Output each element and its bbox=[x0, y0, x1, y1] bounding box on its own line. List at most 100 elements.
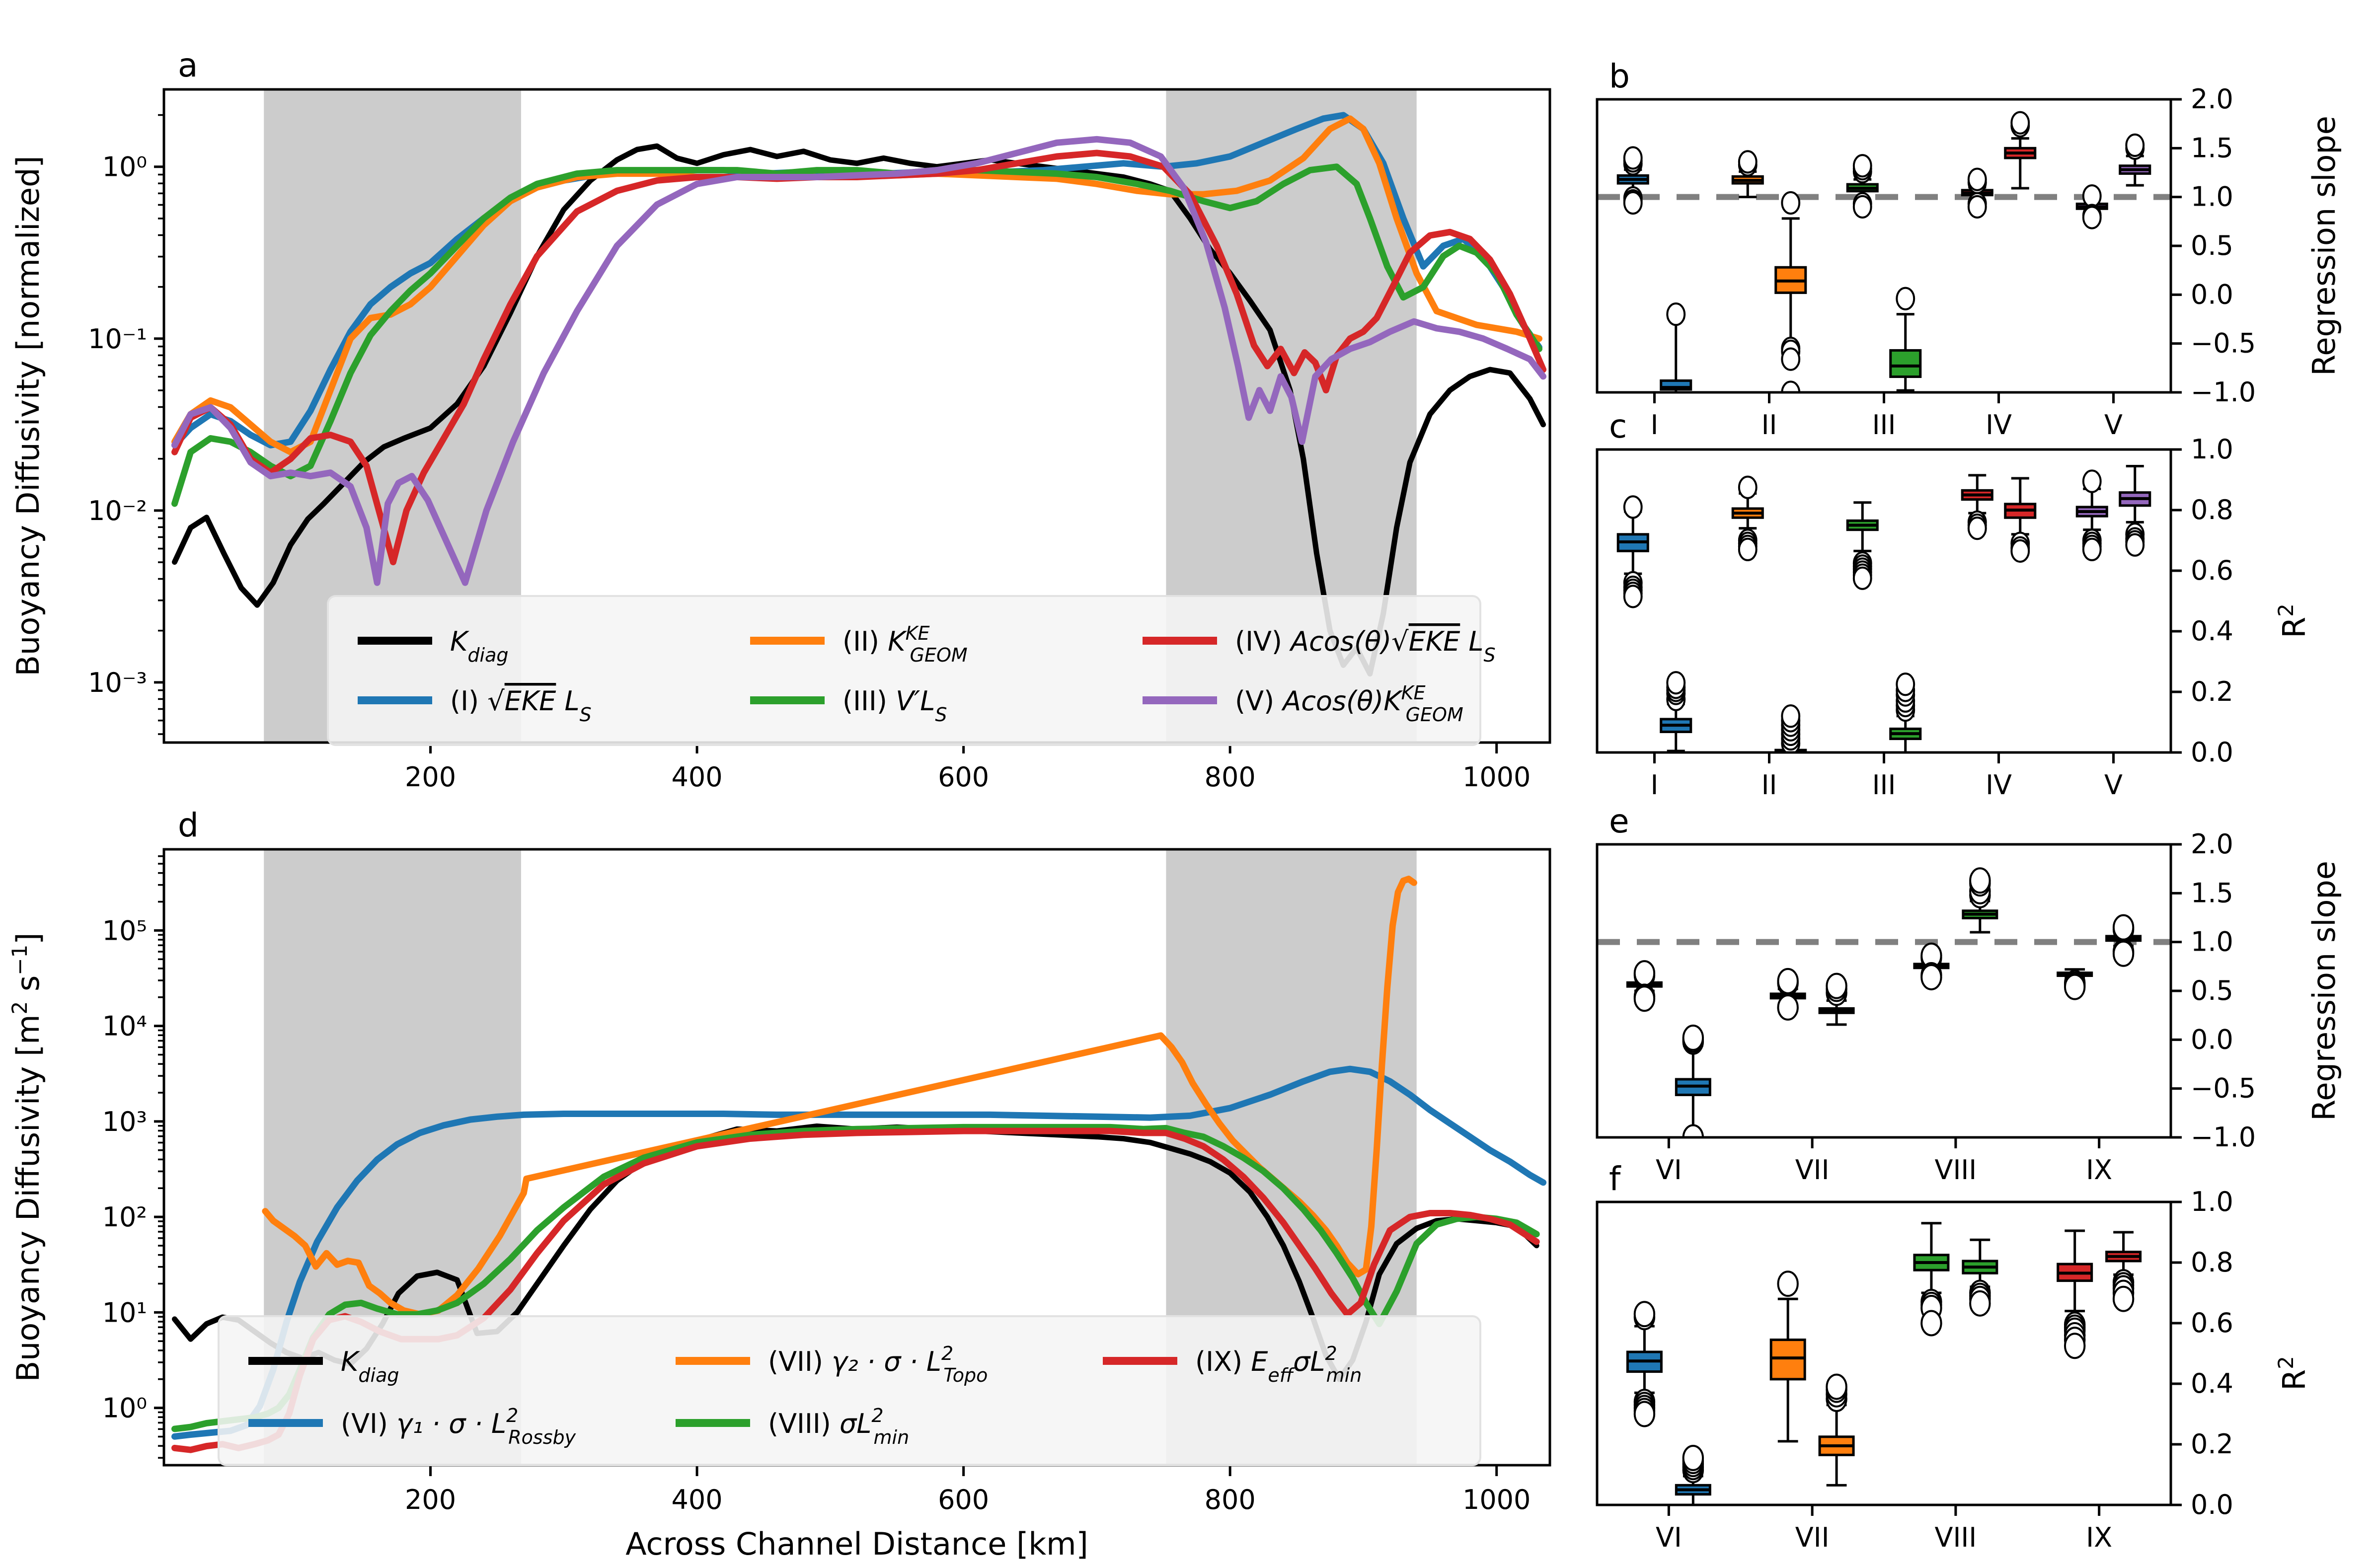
legend-entry-a-1[interactable]: (I) √EKE LS bbox=[358, 685, 592, 726]
outlier-point bbox=[1852, 566, 1872, 590]
axes-frame-b bbox=[1596, 98, 2172, 394]
x-ticklabel-b-3: IV bbox=[1986, 409, 2012, 441]
outlier-point bbox=[1633, 1301, 1656, 1328]
y-axis-title-f: R2 bbox=[2274, 1356, 2313, 1391]
legend-background-a bbox=[327, 595, 1481, 746]
outlier-point bbox=[1967, 195, 1987, 219]
y-ticklabel-b-6: −1.0 bbox=[2191, 376, 2256, 408]
legend-entry-d-3[interactable]: (VIII) σL2 min bbox=[676, 1405, 909, 1448]
x-ticklabel-e-2: VIII bbox=[1935, 1154, 1977, 1186]
outlier-point bbox=[1781, 191, 1801, 215]
y-ticklabel-d-4: 10⁴ bbox=[102, 1011, 147, 1042]
outlier-point bbox=[2082, 206, 2102, 229]
series-line-d-1 bbox=[171, 1065, 1547, 1440]
legend-d: Kdiag (VI) γ₁ · σ · L2 Rossby (VII) γ₂ · σ … bbox=[218, 1315, 1481, 1466]
x-ticklabel-f-1: VII bbox=[1795, 1522, 1830, 1553]
panel-f: f 1.0 0.8 0.6 0.4 0.2 0.0 VI VII VIII IX bbox=[1596, 1160, 2233, 1553]
boxplot-c-III-left bbox=[1846, 501, 1879, 590]
legend-entry-a-5[interactable]: (V) Acos(θ)KKE GEOM bbox=[1143, 682, 1463, 726]
y-ticklabel-a-0: 10⁻³ bbox=[88, 667, 147, 698]
y-ticks-b: 2.0 1.5 1.0 0.5 0.0 −0.5 −1.0 bbox=[2171, 83, 2256, 408]
outlier-point bbox=[1967, 516, 1987, 540]
outlier-point bbox=[1623, 495, 1643, 519]
panel-label-f: f bbox=[1609, 1160, 1621, 1198]
series-line-a-5 bbox=[171, 136, 1547, 586]
legend-label-a-2: (II) KKE GEOM bbox=[842, 622, 968, 666]
x-ticklabel-a-1: 400 bbox=[672, 761, 723, 793]
y-ticklabel-e-3: 0.5 bbox=[2191, 975, 2233, 1006]
y-ticklabel-e-6: −1.0 bbox=[2191, 1121, 2256, 1153]
y-ticklabel-d-5: 10⁵ bbox=[102, 915, 147, 946]
series-line-d-2 bbox=[262, 876, 1417, 1318]
y-ticklabel-d-0: 10⁰ bbox=[102, 1393, 147, 1424]
x-ticks-a: 200 400 600 800 1000 bbox=[405, 743, 1531, 793]
outlier-point bbox=[1738, 537, 1758, 561]
box bbox=[1889, 349, 1922, 378]
outlier-point bbox=[1967, 167, 1987, 191]
y-ticklabel-e-2: 1.0 bbox=[2191, 926, 2233, 958]
y-ticklabel-c-1: 0.8 bbox=[2191, 494, 2233, 525]
outlier-point bbox=[1777, 994, 1799, 1021]
x-ticklabel-c-3: IV bbox=[1986, 769, 2012, 801]
outlier-point bbox=[1920, 1310, 1942, 1337]
y-axis-title-c: R2 bbox=[2274, 603, 2313, 638]
y-ticklabel-f-4: 0.2 bbox=[2191, 1428, 2233, 1460]
x-ticklabel-a-0: 200 bbox=[405, 761, 456, 793]
boxplot-b-II-right bbox=[1774, 191, 1807, 392]
y-ticks-c: 1.0 0.8 0.6 0.4 0.2 0.0 bbox=[2171, 434, 2233, 768]
x-ticklabel-e-1: VII bbox=[1795, 1154, 1830, 1186]
x-ticklabel-e-0: VI bbox=[1656, 1154, 1682, 1186]
boxplot-e-VII-left bbox=[1769, 968, 1806, 1021]
x-ticklabel-d-3: 800 bbox=[1205, 1484, 1256, 1515]
x-ticklabel-e-3: IX bbox=[2086, 1154, 2112, 1186]
boxes-group-e bbox=[1626, 867, 2142, 1137]
legend-entry-a-3[interactable]: (III) V′LS bbox=[750, 685, 947, 726]
y-ticklabel-b-2: 1.0 bbox=[2191, 181, 2233, 213]
legend-entry-d-4[interactable]: (IX) EeffσL2 min bbox=[1103, 1343, 1362, 1386]
boxplot-c-I-left bbox=[1616, 495, 1649, 608]
legend-label-a-4: (IV) Acos(θ)√EKE LS bbox=[1235, 626, 1496, 666]
legend-label-a-5: (V) Acos(θ)KKE GEOM bbox=[1235, 682, 1463, 726]
y-ticklabel-f-5: 0.0 bbox=[2191, 1489, 2233, 1520]
y-axis-title-a: Buoyancy Diffusivity [normalized] bbox=[10, 155, 46, 676]
legend-label-d-4: (IX) EeffσL2 min bbox=[1195, 1343, 1362, 1386]
boxes-group-f bbox=[1626, 1222, 2142, 1505]
x-ticklabel-a-3: 800 bbox=[1205, 761, 1256, 793]
x-ticklabel-b-0: I bbox=[1651, 409, 1659, 441]
outlier-point bbox=[1969, 1290, 1991, 1317]
outlier-point bbox=[1738, 475, 1758, 499]
series-line-a-4 bbox=[171, 149, 1547, 566]
boxplot-f-IX-right bbox=[2105, 1231, 2142, 1312]
boxplot-f-VI-left bbox=[1626, 1301, 1663, 1427]
legend-entry-d-1[interactable]: (VI) γ₁ · σ · L2 Rossby bbox=[248, 1405, 576, 1448]
y-ticklabel-a-1: 10⁻² bbox=[88, 495, 147, 526]
boxplot-b-IV-left bbox=[1961, 167, 1993, 219]
x-ticklabel-f-0: VI bbox=[1656, 1522, 1682, 1553]
legend-entry-d-2[interactable]: (VII) γ₂ · σ · L2 Topo bbox=[676, 1343, 988, 1386]
y-ticks-a: 10⁻³ 10⁻² 10⁻¹ 10⁰ bbox=[88, 114, 164, 735]
boxplot-e-VIII-left bbox=[1913, 942, 1950, 990]
x-ticklabel-a-2: 600 bbox=[938, 761, 989, 793]
outlier-point bbox=[2082, 184, 2102, 208]
y-axis-title-d: Buoyancy Diffusivity [m2 s−1] bbox=[7, 933, 47, 1382]
box bbox=[1769, 1339, 1806, 1381]
x-ticklabel-a-4: 1000 bbox=[1462, 761, 1531, 793]
legend-entry-a-4[interactable]: (IV) Acos(θ)√EKE LS bbox=[1143, 626, 1496, 666]
panel-b: b2.01.51.00.50.0−0.5−1.0I II III IV V bbox=[1596, 57, 2256, 441]
legend-entry-d-0[interactable]: Kdiag bbox=[248, 1346, 399, 1386]
outlier-point bbox=[2082, 469, 2102, 493]
x-ticklabel-d-1: 400 bbox=[672, 1484, 723, 1515]
outlier-point bbox=[1777, 1270, 1799, 1297]
boxplot-c-III-right bbox=[1889, 672, 1922, 752]
y-ticklabel-b-5: −0.5 bbox=[2191, 328, 2256, 359]
legend-label-d-0: Kdiag bbox=[341, 1346, 399, 1386]
outlier-point bbox=[1682, 1024, 1704, 1051]
legend-entry-a-0[interactable]: Kdiag bbox=[358, 626, 509, 666]
legend-entry-a-2[interactable]: (II) KKE GEOM bbox=[750, 622, 968, 666]
boxplot-e-VI-right bbox=[1675, 1024, 1711, 1137]
x-ticklabel-d-2: 600 bbox=[938, 1484, 989, 1515]
outlier-point bbox=[1682, 1444, 1704, 1471]
outlier-point bbox=[1896, 287, 1915, 310]
boxplot-e-VI-left bbox=[1626, 960, 1663, 1012]
